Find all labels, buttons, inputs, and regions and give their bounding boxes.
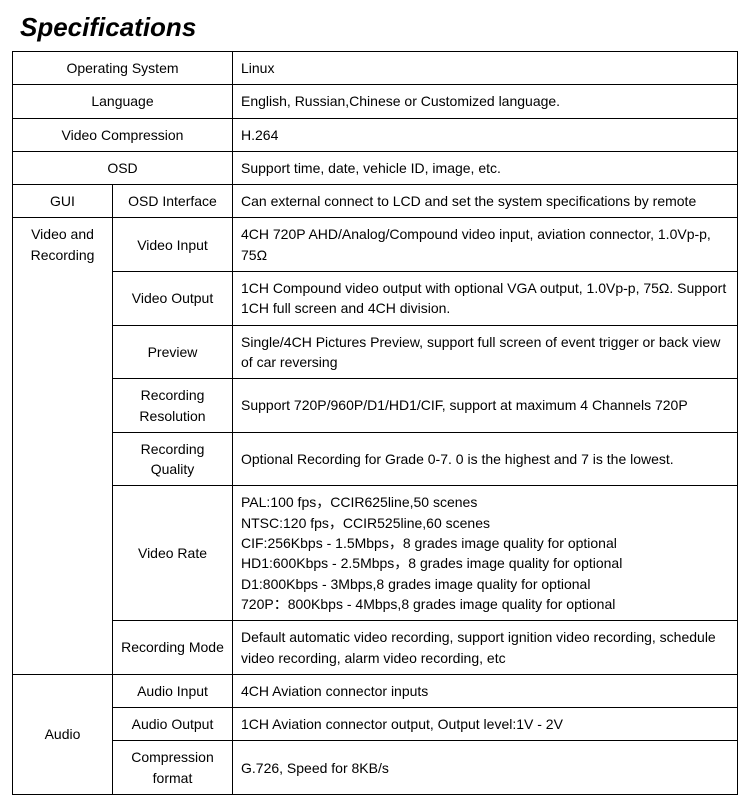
- preview-value: Single/4CH Pictures Preview, support ful…: [233, 325, 738, 379]
- spec-table: Operating System Linux Language English,…: [12, 51, 738, 795]
- gui-value: Can external connect to LCD and set the …: [233, 185, 738, 218]
- preview-label: Preview: [113, 325, 233, 379]
- video-input-value: 4CH 720P AHD/Analog/Compound video input…: [233, 218, 738, 272]
- gui-sub-label: OSD Interface: [113, 185, 233, 218]
- video-output-value: 1CH Compound video output with optional …: [233, 272, 738, 326]
- osd-value: Support time, date, vehicle ID, image, e…: [233, 151, 738, 184]
- gui-label: GUI: [13, 185, 113, 218]
- recording-resolution-value: Support 720P/960P/D1/HD1/CIF, support at…: [233, 379, 738, 433]
- recording-quality-value: Optional Recording for Grade 0-7. 0 is t…: [233, 432, 738, 486]
- video-rate-line-2: NTSC:120 fps，CCIR525line,60 scenes: [241, 513, 729, 533]
- video-input-label: Video Input: [113, 218, 233, 272]
- video-compression-label: Video Compression: [13, 118, 233, 151]
- video-output-label: Video Output: [113, 272, 233, 326]
- video-rate-line-6: 720P：800Kbps - 4Mbps,8 grades image qual…: [241, 594, 729, 614]
- video-rate-line-1: PAL:100 fps，CCIR625line,50 scenes: [241, 492, 729, 512]
- recording-mode-value: Default automatic video recording, suppo…: [233, 621, 738, 675]
- language-label: Language: [13, 85, 233, 118]
- video-rate-value: PAL:100 fps，CCIR625line,50 scenes NTSC:1…: [233, 486, 738, 621]
- recording-resolution-label: Recording Resolution: [113, 379, 233, 433]
- video-recording-label: Video and Recording: [13, 218, 113, 674]
- os-label: Operating System: [13, 52, 233, 85]
- audio-output-value: 1CH Aviation connector output, Output le…: [233, 708, 738, 741]
- video-compression-value: H.264: [233, 118, 738, 151]
- video-rate-line-3: CIF:256Kbps - 1.5Mbps，8 grades image qua…: [241, 533, 729, 553]
- page-heading: Specifications: [20, 12, 738, 43]
- audio-input-value: 4CH Aviation connector inputs: [233, 674, 738, 707]
- osd-label: OSD: [13, 151, 233, 184]
- audio-output-label: Audio Output: [113, 708, 233, 741]
- recording-mode-label: Recording Mode: [113, 621, 233, 675]
- video-rate-label: Video Rate: [113, 486, 233, 621]
- language-value: English, Russian,Chinese or Customized l…: [233, 85, 738, 118]
- audio-label: Audio: [13, 674, 113, 794]
- recording-quality-label: Recording Quality: [113, 432, 233, 486]
- video-rate-line-4: HD1:600Kbps - 2.5Mbps，8 grades image qua…: [241, 553, 729, 573]
- audio-input-label: Audio Input: [113, 674, 233, 707]
- video-rate-line-5: D1:800Kbps - 3Mbps,8 grades image qualit…: [241, 574, 729, 594]
- compression-format-value: G.726, Speed for 8KB/s: [233, 741, 738, 795]
- compression-format-label: Compression format: [113, 741, 233, 795]
- os-value: Linux: [233, 52, 738, 85]
